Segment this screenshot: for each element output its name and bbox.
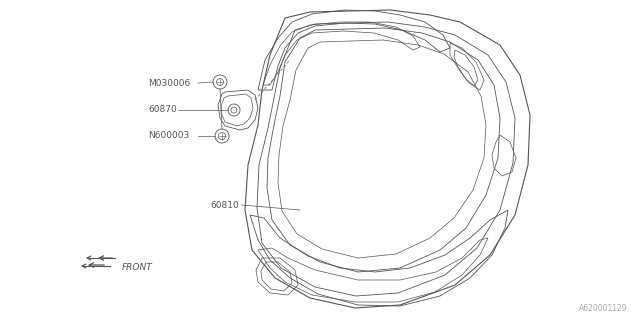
Text: N600003: N600003: [148, 132, 189, 140]
Text: M030006: M030006: [148, 78, 190, 87]
Text: 60810: 60810: [210, 201, 239, 210]
Text: FRONT: FRONT: [122, 263, 153, 273]
Text: 60870: 60870: [148, 106, 177, 115]
Text: A620001129: A620001129: [579, 304, 628, 313]
